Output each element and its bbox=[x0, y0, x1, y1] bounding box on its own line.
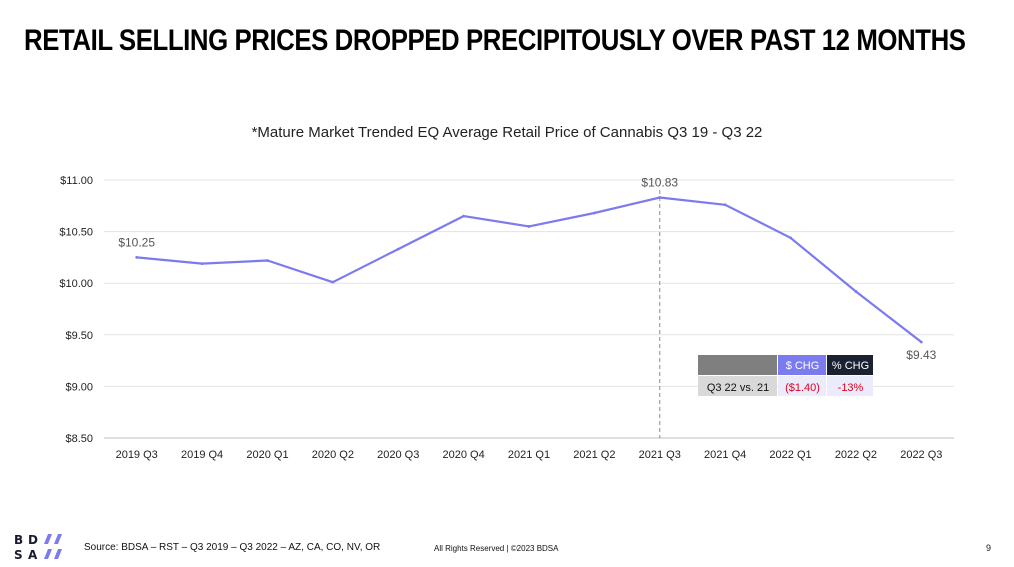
x-tick-label: 2020 Q4 bbox=[443, 449, 485, 461]
x-tick-label: 2021 Q3 bbox=[639, 449, 681, 461]
logo-slash bbox=[54, 549, 62, 559]
data-point bbox=[462, 214, 466, 218]
x-tick-label: 2019 Q3 bbox=[116, 449, 158, 461]
table-cell-bg bbox=[827, 376, 873, 396]
bdsa-logo: B D S A bbox=[14, 533, 62, 562]
table-header-cell bbox=[827, 355, 873, 375]
logo-letter-d: D bbox=[28, 533, 38, 547]
logo-slash bbox=[44, 549, 52, 559]
data-point bbox=[658, 196, 662, 199]
y-tick-label: $11.00 bbox=[60, 175, 93, 187]
x-tick-label: 2021 Q4 bbox=[704, 449, 746, 461]
table-cell: ($1.40) bbox=[785, 382, 820, 394]
footer-rights: All Rights Reserved | ©2023 BDSA bbox=[434, 544, 559, 553]
data-label: $10.83 bbox=[641, 176, 678, 190]
table-cell: -13% bbox=[838, 382, 864, 394]
table-header-label: $ CHG bbox=[786, 360, 820, 372]
table-header-cell bbox=[778, 355, 826, 375]
data-point bbox=[789, 236, 792, 240]
logo-slash bbox=[54, 534, 62, 544]
y-tick-label: $10.00 bbox=[59, 278, 93, 290]
table-cell: Q3 22 vs. 21 bbox=[707, 382, 769, 394]
y-tick-label: $8.50 bbox=[65, 433, 93, 445]
table-cell-bg bbox=[778, 376, 826, 396]
data-point bbox=[396, 247, 400, 251]
x-tick-label: 2022 Q1 bbox=[769, 449, 811, 461]
x-tick-label: 2022 Q2 bbox=[835, 449, 877, 461]
logo-slash bbox=[44, 534, 52, 544]
logo-slash-marks bbox=[44, 534, 62, 559]
data-point bbox=[266, 259, 269, 262]
logo-letter-a: A bbox=[28, 548, 38, 562]
series-line bbox=[136, 196, 922, 343]
data-point bbox=[919, 340, 923, 344]
x-tick-label: 2020 Q1 bbox=[246, 449, 288, 461]
x-tick-label: 2020 Q3 bbox=[377, 449, 419, 461]
logo-letter-s: S bbox=[14, 548, 23, 562]
x-tick-label: 2019 Q4 bbox=[181, 449, 223, 461]
y-tick-label: $9.50 bbox=[65, 330, 93, 342]
x-tick-label: 2020 Q2 bbox=[312, 449, 354, 461]
footer-source: Source: BDSA – RST – Q3 2019 – Q3 2022 –… bbox=[84, 542, 381, 553]
table-header-cell bbox=[698, 355, 777, 375]
data-point bbox=[135, 256, 139, 259]
data-point bbox=[200, 262, 204, 265]
data-point bbox=[723, 203, 727, 207]
y-tick-label: $10.50 bbox=[59, 227, 93, 239]
page-number: 9 bbox=[986, 543, 992, 553]
y-tick-label: $9.00 bbox=[65, 381, 93, 393]
x-tick-label: 2022 Q3 bbox=[900, 449, 942, 461]
data-point bbox=[592, 211, 596, 215]
data-point bbox=[854, 290, 858, 293]
data-label: $10.25 bbox=[118, 235, 155, 249]
chart-title: *Mature Market Trended EQ Average Retail… bbox=[251, 124, 763, 141]
x-tick-label: 2021 Q2 bbox=[573, 449, 615, 461]
page-headline: RETAIL SELLING PRICES DROPPED PRECIPITOU… bbox=[24, 24, 966, 57]
table-cell-bg bbox=[698, 376, 777, 396]
data-point bbox=[331, 280, 335, 284]
table-header-label: % CHG bbox=[832, 360, 869, 372]
x-tick-label: 2021 Q1 bbox=[508, 449, 550, 461]
logo-letter-b: B bbox=[14, 533, 23, 547]
data-label: $9.43 bbox=[906, 348, 936, 362]
data-point bbox=[527, 225, 531, 228]
